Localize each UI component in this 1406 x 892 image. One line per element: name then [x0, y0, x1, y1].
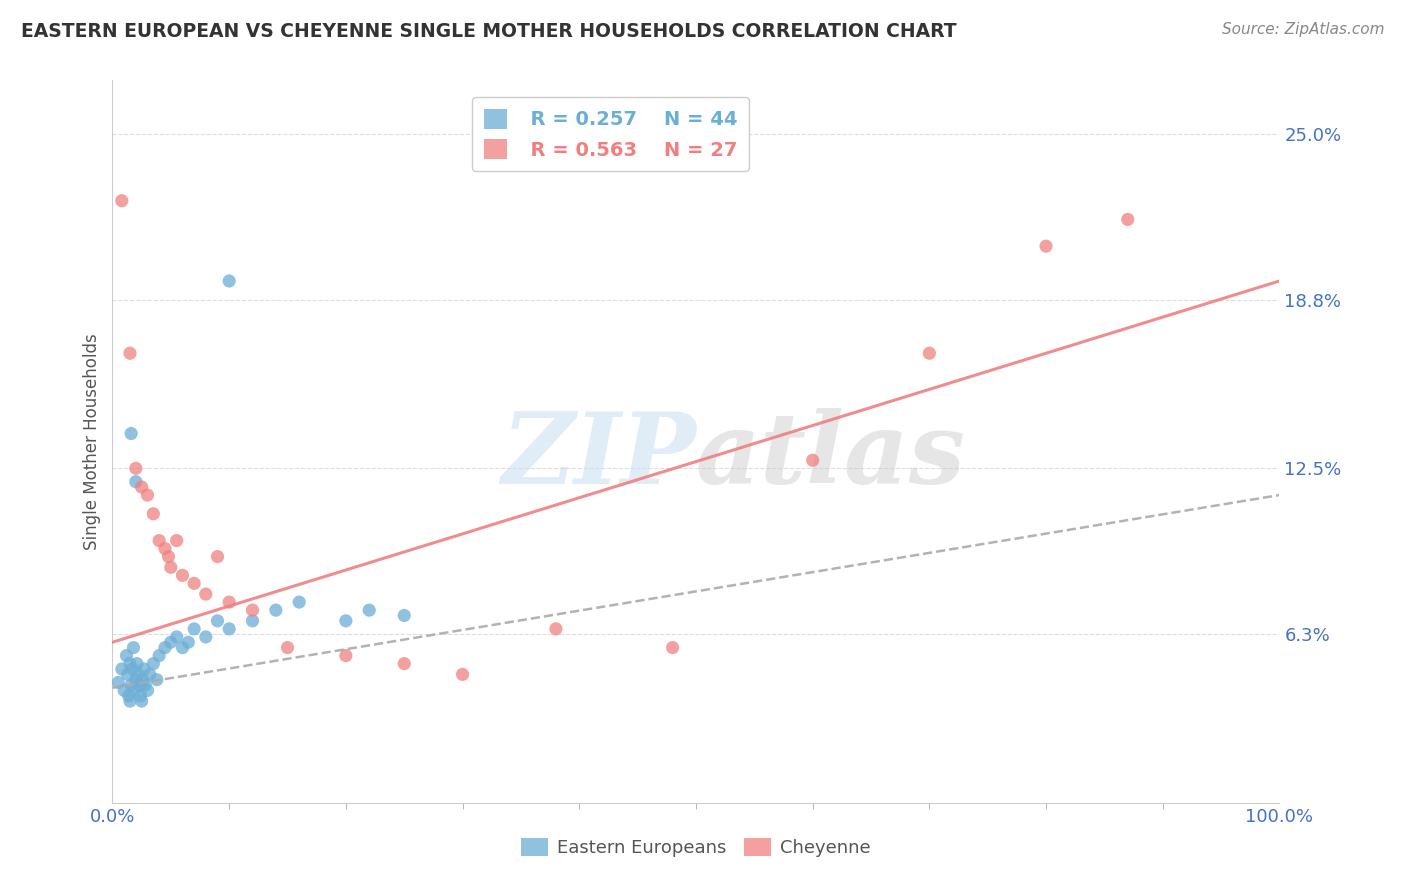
Point	[153, 640, 176, 655]
Point	[183, 622, 205, 636]
Point	[127, 667, 149, 681]
Point	[117, 667, 139, 681]
Point	[183, 576, 205, 591]
Point	[218, 274, 240, 288]
Point	[160, 560, 183, 574]
Text: Source: ZipAtlas.com: Source: ZipAtlas.com	[1222, 22, 1385, 37]
Point	[1035, 239, 1057, 253]
Point	[172, 568, 194, 582]
Text: EASTERN EUROPEAN VS CHEYENNE SINGLE MOTHER HOUSEHOLDS CORRELATION CHART: EASTERN EUROPEAN VS CHEYENNE SINGLE MOTH…	[21, 22, 956, 41]
Point	[136, 683, 159, 698]
Point	[131, 480, 153, 494]
Point	[107, 675, 129, 690]
Point	[131, 694, 153, 708]
Point	[157, 549, 180, 564]
Point	[194, 630, 217, 644]
Point	[242, 603, 264, 617]
Point	[160, 635, 183, 649]
Point	[394, 608, 416, 623]
Point	[242, 614, 264, 628]
Point	[153, 541, 176, 556]
Point	[544, 622, 567, 636]
Point	[129, 689, 152, 703]
Legend: Eastern Europeans, Cheyenne: Eastern Europeans, Cheyenne	[512, 829, 880, 866]
Point	[125, 461, 148, 475]
Point	[172, 640, 194, 655]
Point	[194, 587, 217, 601]
Point	[661, 640, 683, 655]
Point	[125, 657, 148, 671]
Point	[335, 614, 357, 628]
Point	[112, 683, 135, 698]
Text: atlas: atlas	[696, 408, 966, 504]
Point	[125, 673, 148, 687]
Point	[148, 648, 170, 663]
Point	[918, 346, 941, 360]
Point	[142, 507, 165, 521]
Point	[166, 630, 188, 644]
Point	[218, 622, 240, 636]
Point	[288, 595, 311, 609]
Point	[118, 689, 141, 703]
Point	[118, 694, 141, 708]
Point	[128, 678, 150, 692]
Text: ZIP: ZIP	[501, 408, 696, 504]
Point	[125, 475, 148, 489]
Point	[122, 640, 145, 655]
Point	[218, 595, 240, 609]
Point	[148, 533, 170, 548]
Point	[451, 667, 474, 681]
Point	[118, 346, 141, 360]
Point	[166, 533, 188, 548]
Point	[124, 683, 146, 698]
Point	[276, 640, 298, 655]
Point	[394, 657, 416, 671]
Point	[335, 648, 357, 663]
Point	[359, 603, 381, 617]
Point	[207, 549, 229, 564]
Point	[801, 453, 824, 467]
Point	[142, 657, 165, 671]
Point	[1116, 212, 1139, 227]
Point	[121, 662, 143, 676]
Point	[115, 648, 138, 663]
Y-axis label: Single Mother Households: Single Mother Households	[83, 334, 101, 549]
Point	[111, 662, 134, 676]
Point	[134, 678, 156, 692]
Point	[146, 673, 169, 687]
Point	[118, 657, 141, 671]
Point	[264, 603, 287, 617]
Point	[111, 194, 134, 208]
Point	[207, 614, 229, 628]
Point	[136, 488, 159, 502]
Point	[120, 678, 142, 692]
Point	[120, 426, 142, 441]
Point	[139, 667, 162, 681]
Point	[177, 635, 200, 649]
Point	[132, 673, 155, 687]
Point	[132, 662, 155, 676]
